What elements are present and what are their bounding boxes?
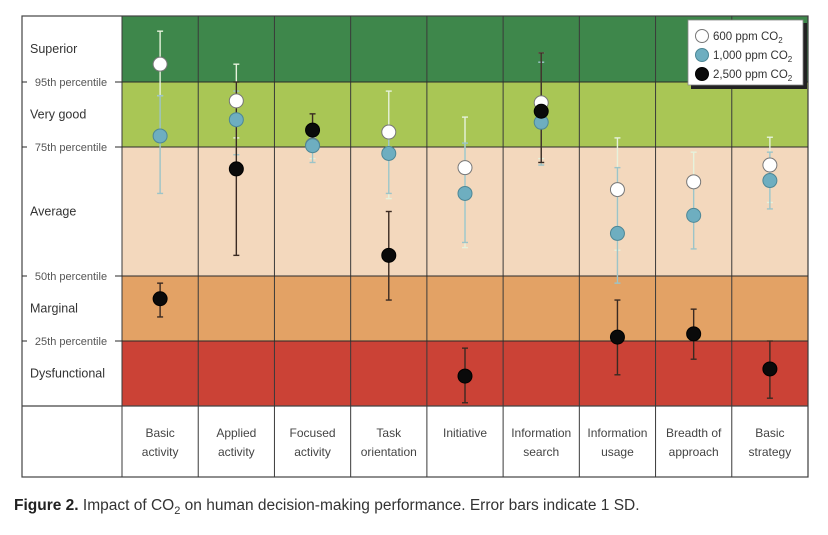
category-label: Applied: [216, 426, 256, 440]
category-label: Basic: [145, 426, 174, 440]
legend-subscript: 2: [788, 55, 793, 64]
legend-subscript: 2: [788, 74, 793, 83]
band-label: Dysfunctional: [30, 367, 105, 381]
data-point-series-0: [762, 157, 778, 173]
figure-caption: Figure 2. Impact of CO2 on human decisio…: [14, 497, 640, 517]
threshold-label-bg: [27, 75, 115, 89]
caption-subscript: 2: [174, 505, 181, 518]
data-point-series-1: [305, 138, 321, 154]
data-point-series-2: [457, 368, 473, 384]
category-label: Basic: [755, 426, 784, 440]
legend-label: 2,500 ppm CO2: [713, 69, 793, 83]
threshold-label: 25th percentile: [35, 336, 107, 348]
co2-decision-chart: 95th percentile 75th percentile 50th perce…: [21, 15, 809, 478]
legend-marker: [695, 48, 709, 62]
category-label: Breadth of: [666, 426, 722, 440]
band-marginal: [122, 276, 808, 341]
caption-text-after: on human decision-making performance. Er…: [180, 497, 640, 514]
category-label: orientation: [361, 445, 417, 459]
data-point-series-0: [686, 174, 702, 190]
band-label: Very good: [30, 108, 86, 122]
legend-marker: [695, 67, 709, 81]
data-point-series-1: [686, 207, 702, 223]
legend-marker: [695, 29, 709, 43]
data-point-series-2: [152, 291, 168, 307]
data-point-series-2: [305, 122, 321, 138]
band-label: Average: [30, 205, 76, 219]
band-label: Superior: [30, 42, 77, 56]
band-label: Marginal: [30, 302, 78, 316]
category-label: activity: [294, 445, 331, 459]
data-point-series-2: [686, 326, 702, 342]
data-point-series-0: [152, 56, 168, 72]
category-label: search: [523, 445, 559, 459]
data-point-series-0: [609, 182, 625, 198]
data-point-series-1: [228, 112, 244, 128]
data-point-series-2: [228, 161, 244, 177]
data-point-series-1: [457, 185, 473, 201]
data-point-series-1: [762, 173, 778, 189]
data-point-series-0: [457, 160, 473, 176]
category-label: activity: [142, 445, 179, 459]
data-point-series-2: [762, 361, 778, 377]
data-point-series-1: [609, 225, 625, 241]
data-point-series-2: [533, 103, 549, 119]
caption-label: Figure 2.: [14, 497, 79, 514]
data-point-series-1: [152, 128, 168, 144]
caption-text-before: Impact of CO: [82, 497, 175, 514]
category-label: Task: [376, 426, 402, 440]
threshold-label: 50th percentile: [35, 271, 107, 283]
data-point-series-2: [381, 247, 397, 263]
category-label: strategy: [749, 445, 792, 459]
data-point-series-0: [228, 93, 244, 109]
legend-label: 1,000 ppm CO2: [713, 50, 793, 64]
threshold-label-bg: [27, 269, 115, 283]
category-label: Information: [511, 426, 571, 440]
data-point-series-0: [381, 124, 397, 140]
threshold-label-bg: [27, 334, 115, 348]
legend-subscript: 2: [778, 36, 783, 45]
category-label: usage: [601, 445, 634, 459]
data-point-series-1: [381, 145, 397, 161]
threshold-label: 95th percentile: [35, 77, 107, 89]
category-label: Focused: [290, 426, 336, 440]
category-label: Information: [587, 426, 647, 440]
threshold-label: 75th percentile: [35, 142, 107, 154]
legend-label: 600 ppm CO2: [713, 31, 783, 45]
category-label: Initiative: [443, 426, 487, 440]
threshold-label-bg: [27, 140, 115, 154]
data-point-series-2: [609, 329, 625, 345]
category-label: approach: [669, 445, 719, 459]
category-label: activity: [218, 445, 255, 459]
legend: 600 ppm CO2 1,000 ppm CO2 2,500 ppm CO2: [687, 19, 807, 89]
